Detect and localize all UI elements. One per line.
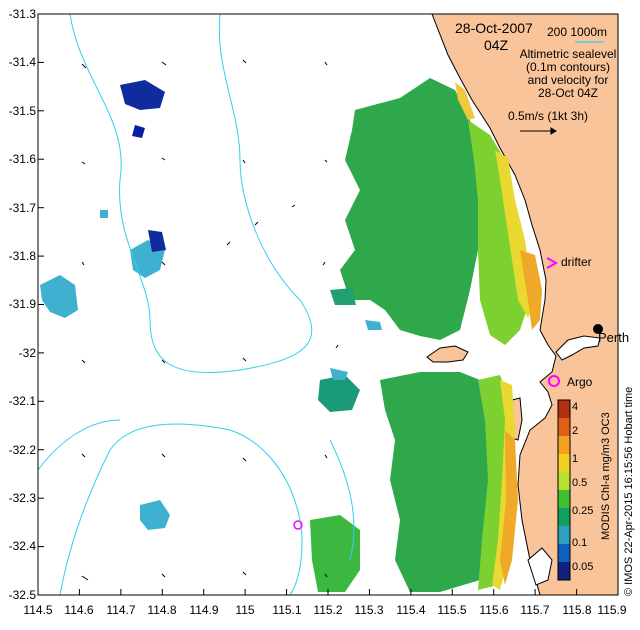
x-tick-label: 115.7 — [520, 603, 550, 617]
y-tick-label: -31.5 — [8, 104, 36, 118]
y-tick-label: -32.2 — [8, 443, 36, 457]
colorbar-tick: 0.5 — [572, 477, 588, 489]
colorbar-tick: 0.05 — [572, 561, 594, 573]
y-tick-label: -31.3 — [8, 7, 36, 21]
legend-vector-arrow — [520, 127, 557, 135]
peel-inlet — [527, 547, 553, 586]
legend-line: Altimetric sealevel — [519, 47, 617, 61]
x-tick-label: 115.8 — [562, 603, 592, 617]
x-tick-label: 115.3 — [354, 603, 384, 617]
y-tick-label: -31.4 — [8, 55, 36, 69]
legend-line: (0.1m contours) — [525, 60, 611, 74]
y-tick-label: -31.6 — [8, 152, 36, 166]
axis-ticks — [38, 13, 578, 596]
colorbar-tick: 2 — [572, 425, 579, 437]
y-tick-label: -31.7 — [8, 201, 36, 215]
y-tick-label: -32.3 — [8, 491, 36, 505]
vector-scale-label: 0.5m/s (1kt 3h) — [508, 109, 589, 123]
x-tick-label: 115.9 — [597, 603, 627, 617]
x-tick-label: 114.9 — [189, 603, 219, 617]
float-marker — [293, 520, 303, 530]
scale-bar-label: 200 1000m — [547, 25, 608, 39]
y-tick-label: -32.5 — [8, 588, 36, 602]
x-tick-label: 114.5 — [23, 603, 53, 617]
colorbar-title: MODIS Chl-a mg/m3 OC3 — [600, 412, 612, 540]
legend-line: and velocity for — [527, 73, 609, 87]
perth-label: Perth — [598, 330, 630, 345]
x-tick-label: 115.4 — [396, 603, 426, 617]
colorbar — [557, 399, 571, 581]
drifter-marker — [546, 257, 559, 269]
y-tick-label: -32 — [18, 346, 36, 360]
x-tick-label: 115.5 — [437, 603, 467, 617]
sealevel-legend: Altimetric sealevel (0.1m contours) and … — [508, 48, 628, 100]
legend-line: 28-Oct 04Z — [537, 86, 599, 100]
y-tick-label: -31.8 — [8, 249, 36, 263]
rottnest-island — [426, 345, 469, 363]
land-area — [431, 13, 619, 596]
chlorophyll-field — [40, 78, 542, 592]
x-tick-label: 115.6 — [479, 603, 509, 617]
x-tick-label: 115 — [235, 603, 255, 617]
argo-label: Argo — [567, 375, 593, 389]
x-tick-label: 114.6 — [64, 603, 94, 617]
x-tick-label: 115.2 — [313, 603, 343, 617]
map-time-title: 04Z — [484, 37, 509, 53]
x-tick-label: 114.8 — [147, 603, 177, 617]
y-tick-label: -32.1 — [8, 394, 36, 408]
colorbar-tick: 4 — [572, 401, 579, 413]
velocity-vectors — [81, 59, 339, 581]
y-tick-label: -32.4 — [8, 539, 36, 553]
colorbar-tick: 0.25 — [572, 505, 594, 517]
drifter-label: drifter — [561, 255, 592, 269]
map-date-title: 28-Oct-2007 — [455, 20, 533, 36]
sealevel-contours — [37, 13, 355, 596]
argo-marker — [548, 375, 560, 387]
perth-marker — [593, 324, 603, 334]
colorbar-tick: 0.1 — [572, 537, 588, 549]
swan-river — [555, 335, 601, 361]
colorbar-tick: 1 — [572, 453, 579, 465]
credit-text: © IMOS 22-Apr-2015 16:15:56 Hobart time — [623, 386, 635, 596]
x-tick-label: 114.7 — [106, 603, 136, 617]
x-tick-label: 115.1 — [272, 603, 302, 617]
y-tick-label: -31.9 — [8, 297, 36, 311]
